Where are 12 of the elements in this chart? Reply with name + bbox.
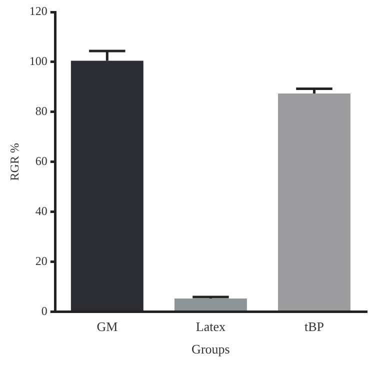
x-tick-label: Latex (196, 319, 226, 334)
y-axis-title: RGR % (7, 143, 22, 181)
y-tick-label: 100 (29, 54, 48, 68)
x-tick-label: GM (96, 319, 118, 334)
y-tick-label: 40 (35, 204, 48, 218)
x-axis-title: Groups (192, 342, 230, 357)
y-tick-label: 120 (29, 4, 48, 18)
y-tick-label: 0 (41, 304, 48, 318)
y-tick-label: 20 (35, 254, 48, 268)
x-tick-label: tBP (304, 319, 324, 334)
y-tick-label: 80 (35, 104, 48, 118)
y-tick-label: 60 (35, 154, 48, 168)
